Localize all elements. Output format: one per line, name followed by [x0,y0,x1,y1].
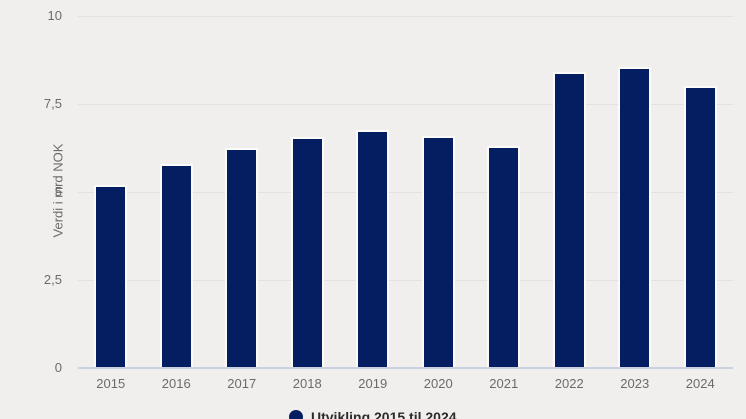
bar-2018 [290,137,324,368]
y-tick-label: 10 [47,8,62,23]
bar-2017 [225,148,259,368]
x-tick-label: 2020 [423,376,453,391]
bar-2024 [683,86,717,368]
legend-marker-circle-icon [289,410,303,419]
bar-2015 [94,184,128,368]
x-tick-label: 2017 [227,376,257,391]
bar-2021 [487,146,521,368]
y-tick-label: 0 [54,360,62,375]
bar-2019 [356,130,390,368]
bar-2022 [552,72,586,368]
bar-2023 [618,67,652,368]
x-tick-label: 2018 [292,376,322,391]
y-tick-label: 5 [54,184,62,199]
x-tick-label: 2022 [554,376,584,391]
gridline [78,280,733,281]
bar-2020 [421,135,455,368]
y-tick-label: 7,5 [43,96,62,111]
x-tick-label: 2015 [96,376,126,391]
plot-area [78,16,733,369]
legend-label: Utvikling 2015 til 2024 [311,409,457,419]
gridline [78,192,733,193]
x-tick-label: 2019 [358,376,388,391]
x-axis-line [78,367,733,369]
gridline [78,16,733,17]
gridline [78,104,733,105]
y-tick-label: 2,5 [43,272,62,287]
x-tick-label: 2024 [685,376,715,391]
x-tick-label: 2023 [620,376,650,391]
legend: Utvikling 2015 til 2024 [289,409,457,419]
bar-2016 [159,163,193,368]
x-tick-label: 2021 [489,376,519,391]
x-tick-label: 2016 [161,376,191,391]
